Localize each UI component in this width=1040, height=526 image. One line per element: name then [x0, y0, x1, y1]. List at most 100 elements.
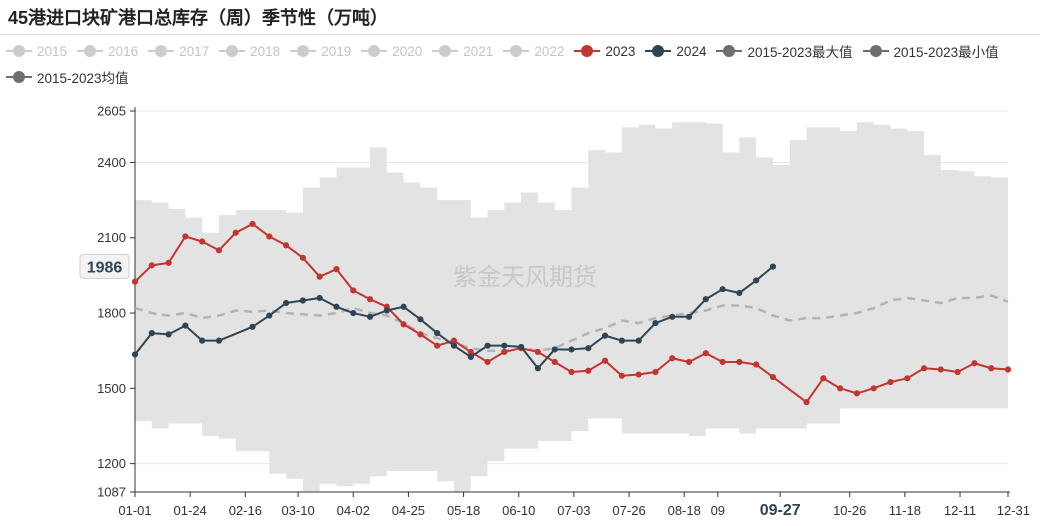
legend-symbol-icon — [219, 44, 246, 58]
legend-symbol-icon — [645, 44, 672, 58]
max-min-band — [135, 122, 1008, 492]
y-tick-label: 1500 — [97, 381, 126, 396]
data-point-2024 — [333, 303, 340, 310]
legend-symbol-icon — [148, 44, 175, 58]
data-point-2023 — [501, 348, 508, 356]
legend-item-2020[interactable]: 2020 — [361, 38, 422, 64]
legend-label: 2023 — [605, 43, 636, 59]
x-tick-label: 04-25 — [392, 503, 425, 518]
data-point-2023 — [484, 358, 491, 366]
legend-item-2019[interactable]: 2019 — [290, 38, 351, 64]
data-point-2024 — [702, 296, 709, 303]
data-point-2023 — [585, 367, 592, 374]
legend-symbol-icon — [574, 44, 601, 58]
data-point-2023 — [635, 371, 642, 378]
data-point-2023 — [450, 337, 458, 344]
data-point-2023 — [215, 247, 223, 254]
y-pointer-label: 1986 — [87, 259, 123, 276]
data-point-2024 — [266, 312, 273, 319]
data-point-2023 — [669, 355, 676, 362]
data-point-2024 — [282, 299, 290, 307]
data-point-2024 — [400, 303, 407, 310]
data-point-2023 — [249, 220, 256, 228]
data-point-2023 — [1004, 366, 1012, 373]
title-divider — [0, 34, 1040, 35]
y-tick-label: 1087 — [97, 485, 126, 500]
data-point-2024 — [551, 346, 558, 353]
x-tick-label: 12-31 — [997, 503, 1030, 518]
x-tick-label: 12-11 — [944, 503, 976, 518]
data-point-2024 — [366, 313, 374, 320]
data-point-2023 — [165, 259, 172, 266]
data-point-2024 — [769, 263, 777, 270]
data-point-2024 — [450, 342, 458, 349]
x-tick-label: 07-26 — [612, 503, 645, 518]
legend-item-2024[interactable]: 2024 — [645, 38, 706, 64]
data-point-2023 — [551, 358, 558, 366]
y-tick-label: 2605 — [97, 104, 126, 119]
data-point-2023 — [920, 365, 928, 372]
data-point-2024 — [635, 337, 642, 344]
data-point-2024 — [249, 323, 256, 330]
series-line-2023 — [134, 222, 1009, 404]
legend-item-2021[interactable]: 2021 — [432, 38, 493, 64]
data-point-2023 — [199, 238, 206, 245]
legend-label: 2017 — [179, 43, 210, 59]
data-point-2023 — [534, 348, 542, 356]
data-point-2024 — [383, 307, 390, 314]
data-point-2023 — [618, 372, 625, 379]
legend-label: 2018 — [250, 43, 281, 59]
data-point-2024 — [685, 313, 693, 320]
data-point-2023 — [299, 254, 306, 261]
legend-item-2018[interactable]: 2018 — [219, 38, 280, 64]
data-point-2024 — [434, 330, 441, 337]
data-point-2024 — [215, 337, 223, 344]
legend-item-2023[interactable]: 2023 — [574, 38, 635, 64]
data-point-2023 — [954, 368, 961, 376]
legend-item-2015-2023最小值[interactable]: 2015-2023最小值 — [862, 38, 999, 64]
legend-symbol-icon — [862, 44, 889, 58]
legend-item-2015-2023均值[interactable]: 2015-2023均值 — [6, 64, 129, 90]
x-tick-label: 01-24 — [174, 503, 207, 518]
legend-item-2022[interactable]: 2022 — [503, 38, 564, 64]
data-point-2024 — [618, 337, 625, 344]
data-point-2024 — [350, 309, 357, 317]
data-point-2024 — [518, 343, 525, 351]
data-point-2024 — [182, 322, 189, 329]
data-point-2023 — [282, 242, 290, 249]
data-point-2024 — [165, 331, 172, 338]
legend-item-2015[interactable]: 2015 — [6, 38, 67, 64]
legend-item-2016[interactable]: 2016 — [77, 38, 138, 64]
data-point-2024 — [316, 294, 323, 302]
data-point-2023 — [702, 350, 709, 357]
data-point-2023 — [736, 358, 743, 366]
legend-symbol-icon — [716, 44, 743, 58]
legend-label: 2024 — [676, 43, 707, 59]
data-point-2023 — [232, 229, 239, 236]
data-point-2024 — [148, 330, 155, 337]
data-point-2024 — [736, 289, 743, 297]
data-point-2023 — [652, 368, 659, 376]
y-tick-label: 1200 — [97, 456, 126, 471]
legend-symbol-icon — [6, 70, 32, 84]
data-point-2023 — [719, 358, 726, 366]
legend-label: 2022 — [534, 43, 565, 59]
legend-item-2015-2023最大值[interactable]: 2015-2023最大值 — [716, 38, 853, 64]
data-point-2024 — [585, 345, 592, 352]
x-tick-label: 06-10 — [502, 503, 535, 518]
data-point-2023 — [266, 233, 273, 240]
data-point-2023 — [769, 373, 777, 381]
legend-item-2017[interactable]: 2017 — [148, 38, 209, 64]
legend-label: 2021 — [463, 43, 494, 59]
data-point-2023 — [182, 233, 189, 240]
data-point-2024 — [753, 277, 760, 284]
data-point-2023 — [887, 378, 894, 386]
data-point-2023 — [803, 399, 810, 406]
legend-label: 2016 — [108, 43, 139, 59]
chart-title: 45港进口块矿港口总库存（周）季节性（万吨） — [8, 8, 389, 28]
legend-symbol-icon — [6, 44, 32, 58]
data-point-2024 — [199, 337, 206, 344]
legend-symbol-icon — [503, 44, 530, 58]
x-tick-label: 10-26 — [833, 503, 866, 518]
y-tick-label: 1800 — [97, 306, 126, 321]
